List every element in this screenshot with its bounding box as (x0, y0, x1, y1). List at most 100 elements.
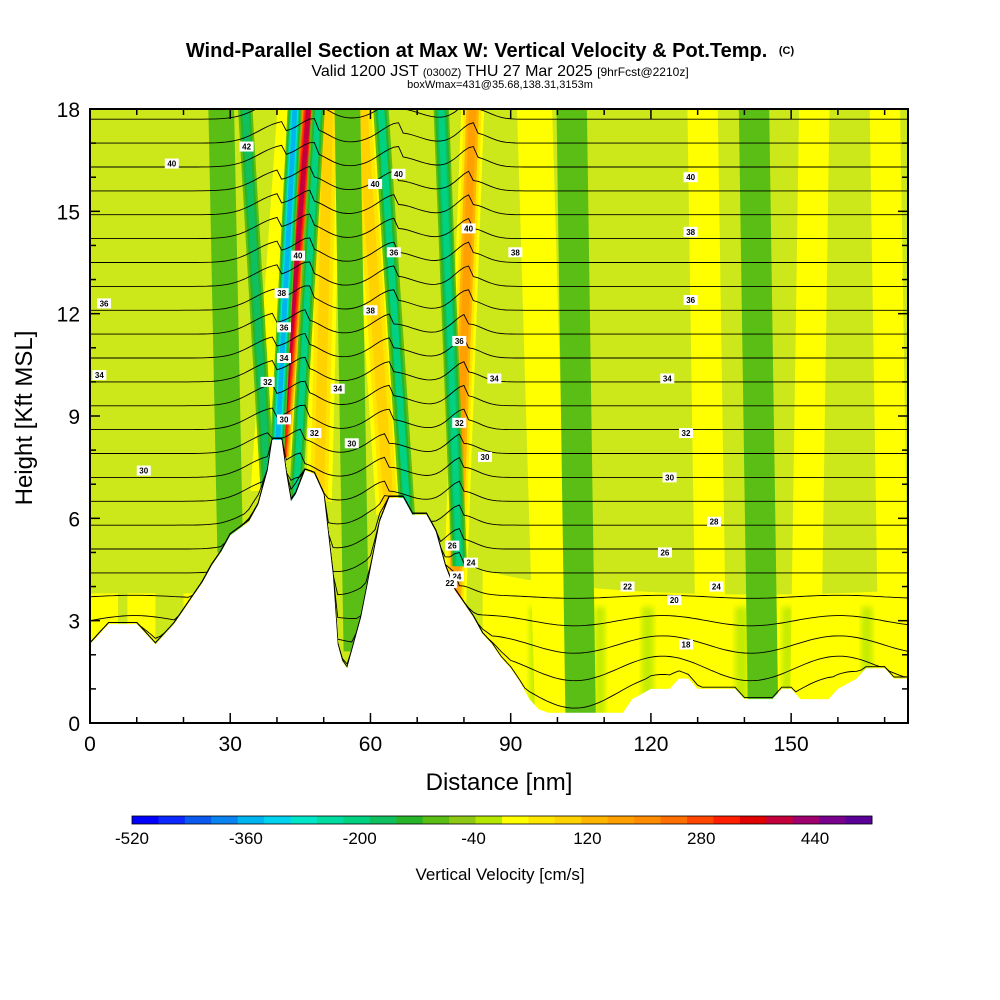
isentrope-label-bg (276, 414, 291, 425)
weak-downdraft-stripe (594, 607, 606, 723)
isentrope-label-bg (477, 451, 492, 462)
isentrope-label-bg (239, 141, 254, 152)
isentrope-label: 32 (307, 428, 322, 439)
colorbar-swatch (396, 816, 424, 824)
isentrope-label-bg (276, 322, 291, 333)
isentrope-label-text: 36 (389, 248, 398, 257)
colorbar-swatch (132, 816, 159, 824)
isentrope-label: 34 (330, 383, 345, 394)
colorbar: -520 -360 -200 -40 120 280 440 (115, 815, 873, 848)
isentrope-label-text: 40 (167, 160, 176, 169)
subtitle-fcst: [9hrFcst@2210z] (597, 65, 689, 79)
isentrope-label-text: 38 (366, 306, 375, 315)
isentrope-line (90, 142, 908, 168)
downdraft-field (208, 109, 779, 723)
isentrope-label-bg (667, 595, 682, 606)
downdraft-band-4-layer-3 (438, 109, 463, 567)
isentrope-label-bg (330, 383, 345, 394)
isentrope-label-text: 36 (100, 299, 109, 308)
isentrope-label: 24 (449, 571, 464, 582)
isentrope-label: 34 (660, 373, 675, 384)
isentrope-label: 36 (452, 335, 467, 346)
isentrope-label-text: 40 (371, 180, 380, 189)
updraft-band-8-layer-1 (876, 109, 903, 686)
isentrope-label-bg (363, 305, 378, 316)
isentrope-label: 30 (662, 472, 677, 483)
isentrope-label-bg (662, 472, 677, 483)
isentrope-label: 36 (97, 298, 112, 309)
isentrope-label-text: 26 (448, 542, 457, 551)
y-tick-label: 3 (68, 611, 80, 634)
isentrope-label-text: 30 (481, 453, 490, 462)
isentrope-contours (90, 109, 908, 709)
colorbar-swatch (158, 816, 186, 824)
colorbar-swatch (211, 816, 239, 824)
isentrope-label: 40 (461, 223, 476, 234)
isentrope-label-text: 32 (682, 429, 691, 438)
chart-title: Wind-Parallel Section at Max W: Vertical… (186, 40, 795, 62)
y-tick-label: 6 (68, 508, 80, 531)
isentrope-label: 20 (667, 595, 682, 606)
x-tick-label: 90 (499, 733, 522, 756)
isentrope-label-bg (707, 516, 722, 527)
isentrope-label-bg (683, 226, 698, 237)
isentrope-label-bg (660, 373, 675, 384)
isentrope-labels: 36 34 30 40 42 40 38 36 34 32 30 32 34 30 38 40 36 40 40 38… (92, 141, 724, 650)
colorbar-swatch (713, 816, 741, 824)
isentrope-label-bg (307, 428, 322, 439)
colorbar-tick-label: 280 (687, 829, 715, 848)
colorbar-tick-label: -200 (343, 829, 377, 848)
isentrope-label-bg (442, 578, 457, 589)
isentrope-label: 18 (678, 639, 693, 650)
isentrope-label: 36 (386, 247, 401, 258)
chart-title-main: Wind-Parallel Section at Max W: Vertical… (186, 40, 767, 62)
colorbar-tick-label: -360 (229, 829, 263, 848)
colorbar-swatch (237, 816, 265, 824)
colorbar-swatch (845, 816, 873, 824)
colorbar-swatch (660, 816, 688, 824)
isentrope-line (90, 437, 908, 526)
isentrope-line (90, 165, 908, 192)
isentrope-label-text: 34 (663, 374, 672, 383)
isentrope-line (90, 285, 908, 311)
isentrope-label: 32 (678, 428, 693, 439)
isentrope-label-bg (452, 417, 467, 428)
colorbar-swatch (184, 816, 212, 824)
colorbar-swatch (317, 816, 344, 824)
colorbar-swatch (449, 816, 476, 824)
isentrope-label: 40 (164, 158, 179, 169)
isentrope-label-bg (487, 373, 502, 384)
downdraft-band-1-layer-4 (274, 109, 298, 457)
colorbar-swatch (369, 816, 397, 824)
isentrope-label: 26 (657, 547, 672, 558)
subtitle-valid: Valid 1200 JST (311, 63, 422, 80)
downdraft-band-5-layer-1 (214, 109, 238, 553)
x-axis-label: Distance [nm] (426, 769, 573, 796)
isentrope-label: 32 (260, 376, 275, 387)
updraft-band-2-layer-2 (313, 109, 334, 502)
colorbar-tick-label: -40 (461, 829, 486, 848)
isentrope-label-bg (678, 428, 693, 439)
isentrope-label-bg (449, 571, 464, 582)
colorbar-swatch (422, 816, 450, 824)
isentrope-label: 38 (508, 247, 523, 258)
isentrope-label-bg (368, 179, 383, 190)
colorbar-tick-label: 120 (573, 829, 601, 848)
isentrope-label-bg (276, 353, 291, 364)
isentrope-label-bg (386, 247, 401, 258)
subtitle-utc: (0300Z) (423, 67, 462, 79)
isentrope-line (90, 332, 908, 359)
downdraft-band-8-layer-1 (745, 109, 772, 717)
colorbar-swatch (819, 816, 846, 824)
isentrope-label-bg (683, 172, 698, 183)
isentrope-line (90, 109, 908, 120)
colorbar-tick-label: -520 (115, 829, 149, 848)
isentrope-label: 34 (92, 370, 107, 381)
weak-downdraft-stripe (781, 607, 794, 723)
downdraft-band-3-layer-2 (377, 109, 412, 524)
downdraft-band-6-layer-1 (340, 109, 364, 652)
colorbar-swatch (792, 816, 820, 824)
colorbar-swatch (475, 816, 503, 824)
isentrope-line (90, 404, 908, 431)
